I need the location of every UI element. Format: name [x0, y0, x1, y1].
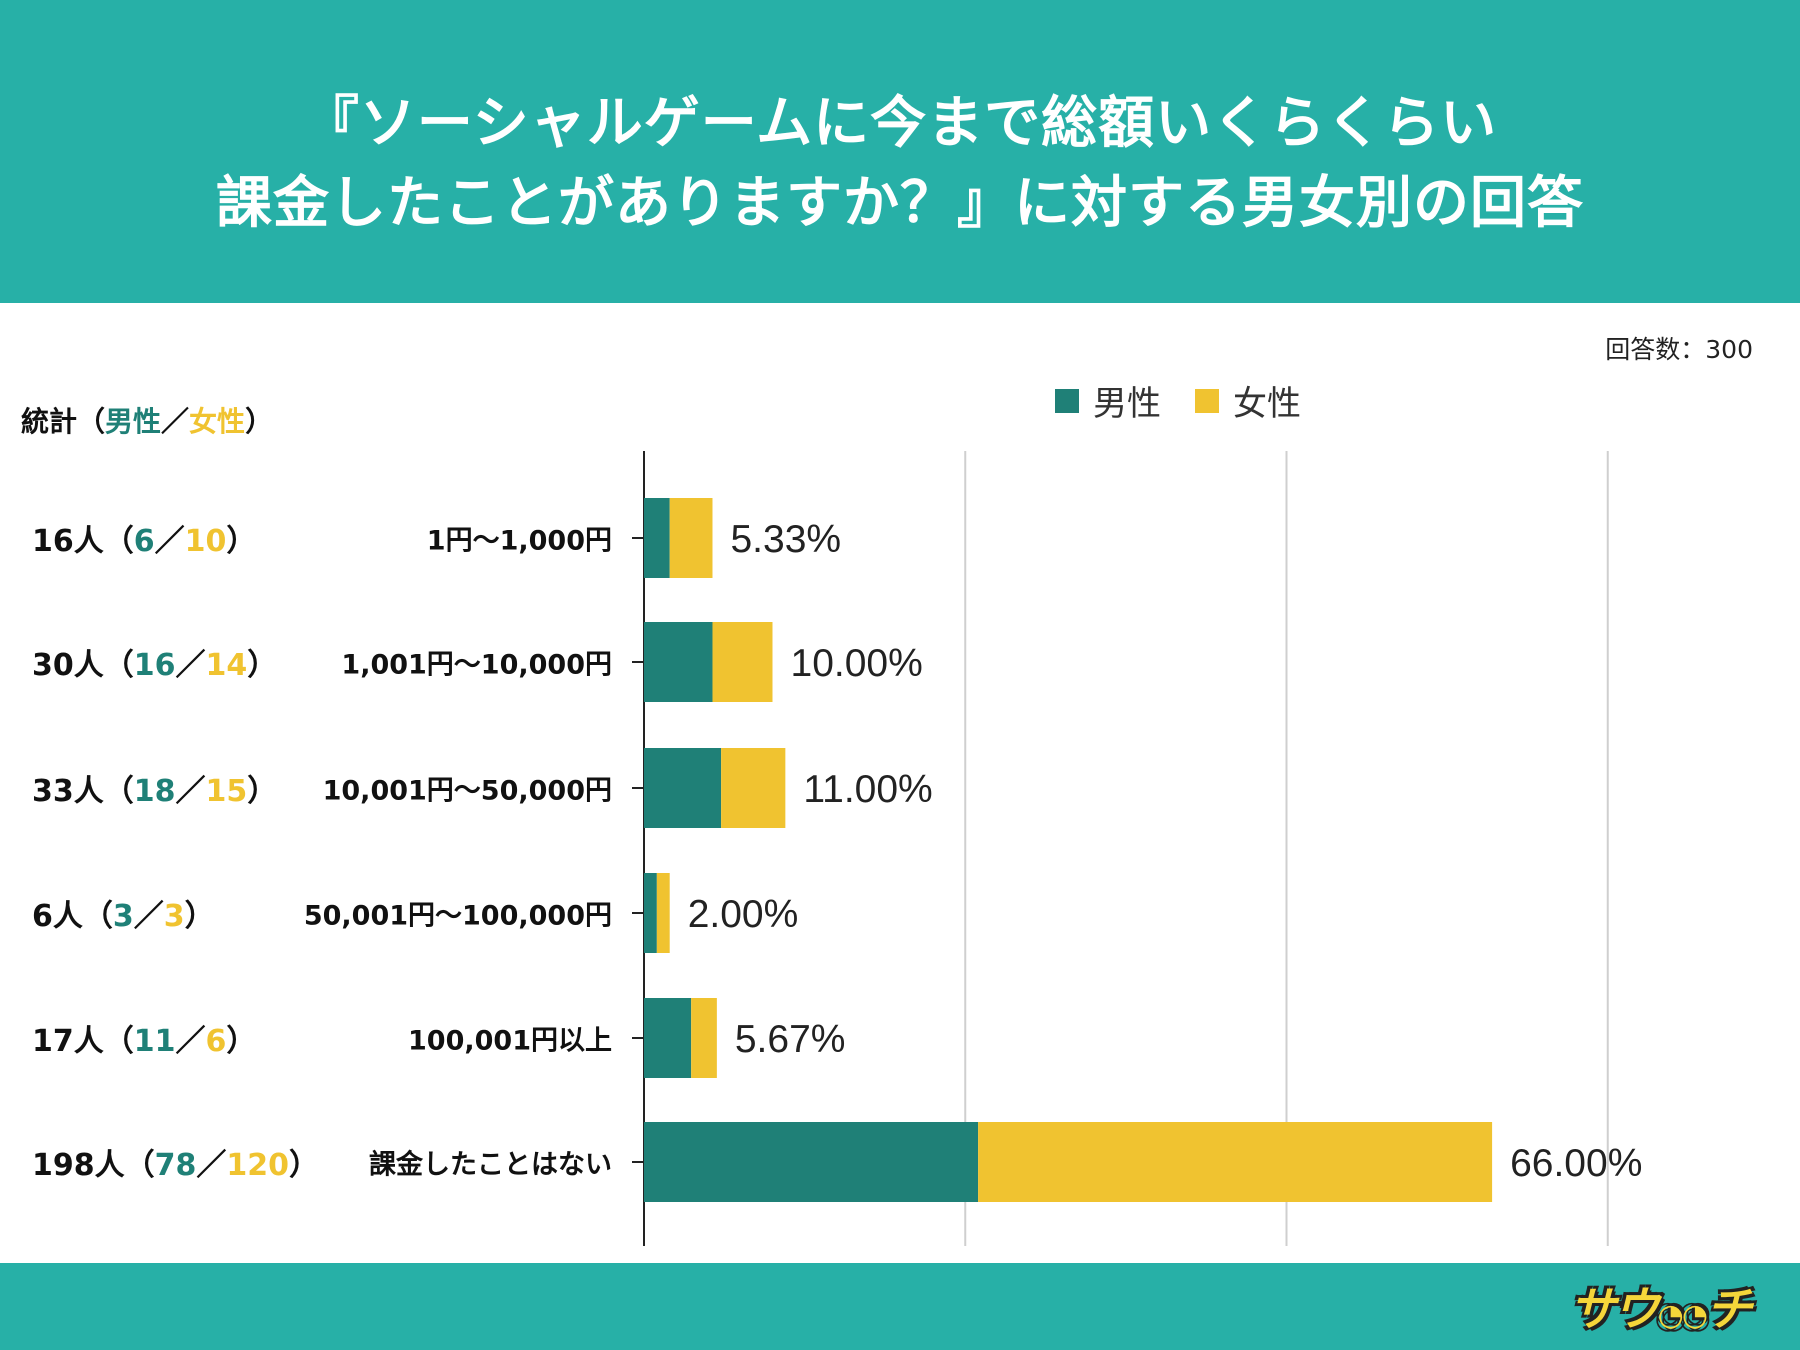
legend-male-swatch — [1055, 388, 1079, 413]
bar-male — [644, 873, 657, 953]
bar-female — [712, 622, 773, 702]
bar-male — [644, 498, 670, 578]
title-line-1: 『ソーシャルゲームに今まで総額いくらくらい — [302, 91, 1498, 156]
category-label: 50,001円〜100,000円 — [303, 900, 612, 932]
category-label: 課金したことはない — [369, 1149, 612, 1181]
bar-female — [691, 998, 717, 1078]
bar-female — [978, 1122, 1493, 1202]
stats-header-male: 男性 — [105, 405, 162, 438]
stat-male: 6 — [133, 524, 155, 559]
stat-female: 120 — [226, 1148, 289, 1183]
stat-male: 18 — [133, 774, 176, 809]
category-label: 1,001円〜10,000円 — [341, 649, 612, 681]
stat-row: 33人（18／15） — [32, 774, 278, 809]
stat-female: 6 — [205, 1024, 227, 1059]
data-label: 66.00% — [1510, 1142, 1642, 1185]
data-label: 5.33% — [730, 518, 841, 561]
bar-female — [721, 748, 786, 828]
stats-header-sep: ／ — [161, 405, 190, 438]
title-banner: 『ソーシャルゲームに今まで総額いくらくらい 課金したことがありますか？』に対する… — [0, 0, 1800, 303]
stats-header: 統計（男性／女性） — [21, 400, 273, 440]
stat-female: 3 — [163, 899, 185, 934]
bar-female — [669, 498, 713, 578]
stat-total: 17人 — [32, 1024, 104, 1059]
data-label: 2.00% — [688, 893, 799, 936]
legend: 男性 女性 — [1055, 376, 1335, 425]
stat-male: 11 — [133, 1024, 176, 1059]
category-label: 100,001円以上 — [408, 1025, 612, 1057]
stat-female: 15 — [205, 774, 248, 809]
stat-male: 16 — [133, 648, 176, 683]
stat-total: 30人 — [32, 648, 104, 683]
data-label: 5.67% — [735, 1018, 846, 1061]
bar-male — [644, 622, 713, 702]
stat-total: 33人 — [32, 774, 104, 809]
bar-male — [644, 998, 692, 1078]
stat-total: 198人 — [32, 1148, 125, 1183]
data-label: 10.00% — [791, 642, 923, 685]
bar-male — [644, 1122, 979, 1202]
stat-row: 198人（78／120） — [32, 1148, 319, 1183]
bar-female — [656, 873, 670, 953]
footer-bar: サウ◔◔チ — [0, 1263, 1800, 1350]
category-label: 10,001円〜50,000円 — [322, 775, 612, 807]
stat-row: 30人（16／14） — [32, 648, 278, 683]
stat-row: 17人（11／6） — [32, 1024, 257, 1059]
brand-logo: サウ◔◔チ — [1569, 1282, 1752, 1336]
stat-row: 16人（6／10） — [32, 524, 257, 559]
title-line-2: 課金したことがありますか？』に対する男女別の回答 — [216, 171, 1584, 236]
stat-total: 6人 — [32, 899, 83, 934]
stat-row: 6人（3／3） — [32, 899, 215, 934]
bar-male — [644, 748, 722, 828]
legend-female-swatch — [1195, 388, 1219, 413]
stat-male: 3 — [112, 899, 134, 934]
stat-female: 14 — [205, 648, 248, 683]
stats-header-prefix: 統計（ — [21, 405, 106, 438]
stat-female: 10 — [184, 524, 227, 559]
stat-male: 78 — [154, 1148, 197, 1183]
respondent-count: 回答数：300 — [1605, 335, 1753, 364]
stat-total: 16人 — [32, 524, 104, 559]
stats-header-female: 女性 — [189, 405, 246, 438]
stats-header-suffix: ） — [245, 405, 274, 438]
data-label: 11.00% — [803, 768, 932, 811]
legend-female-label: 女性 — [1233, 384, 1301, 424]
category-label: 1円〜1,000円 — [426, 525, 612, 557]
legend-male-label: 男性 — [1093, 384, 1161, 424]
